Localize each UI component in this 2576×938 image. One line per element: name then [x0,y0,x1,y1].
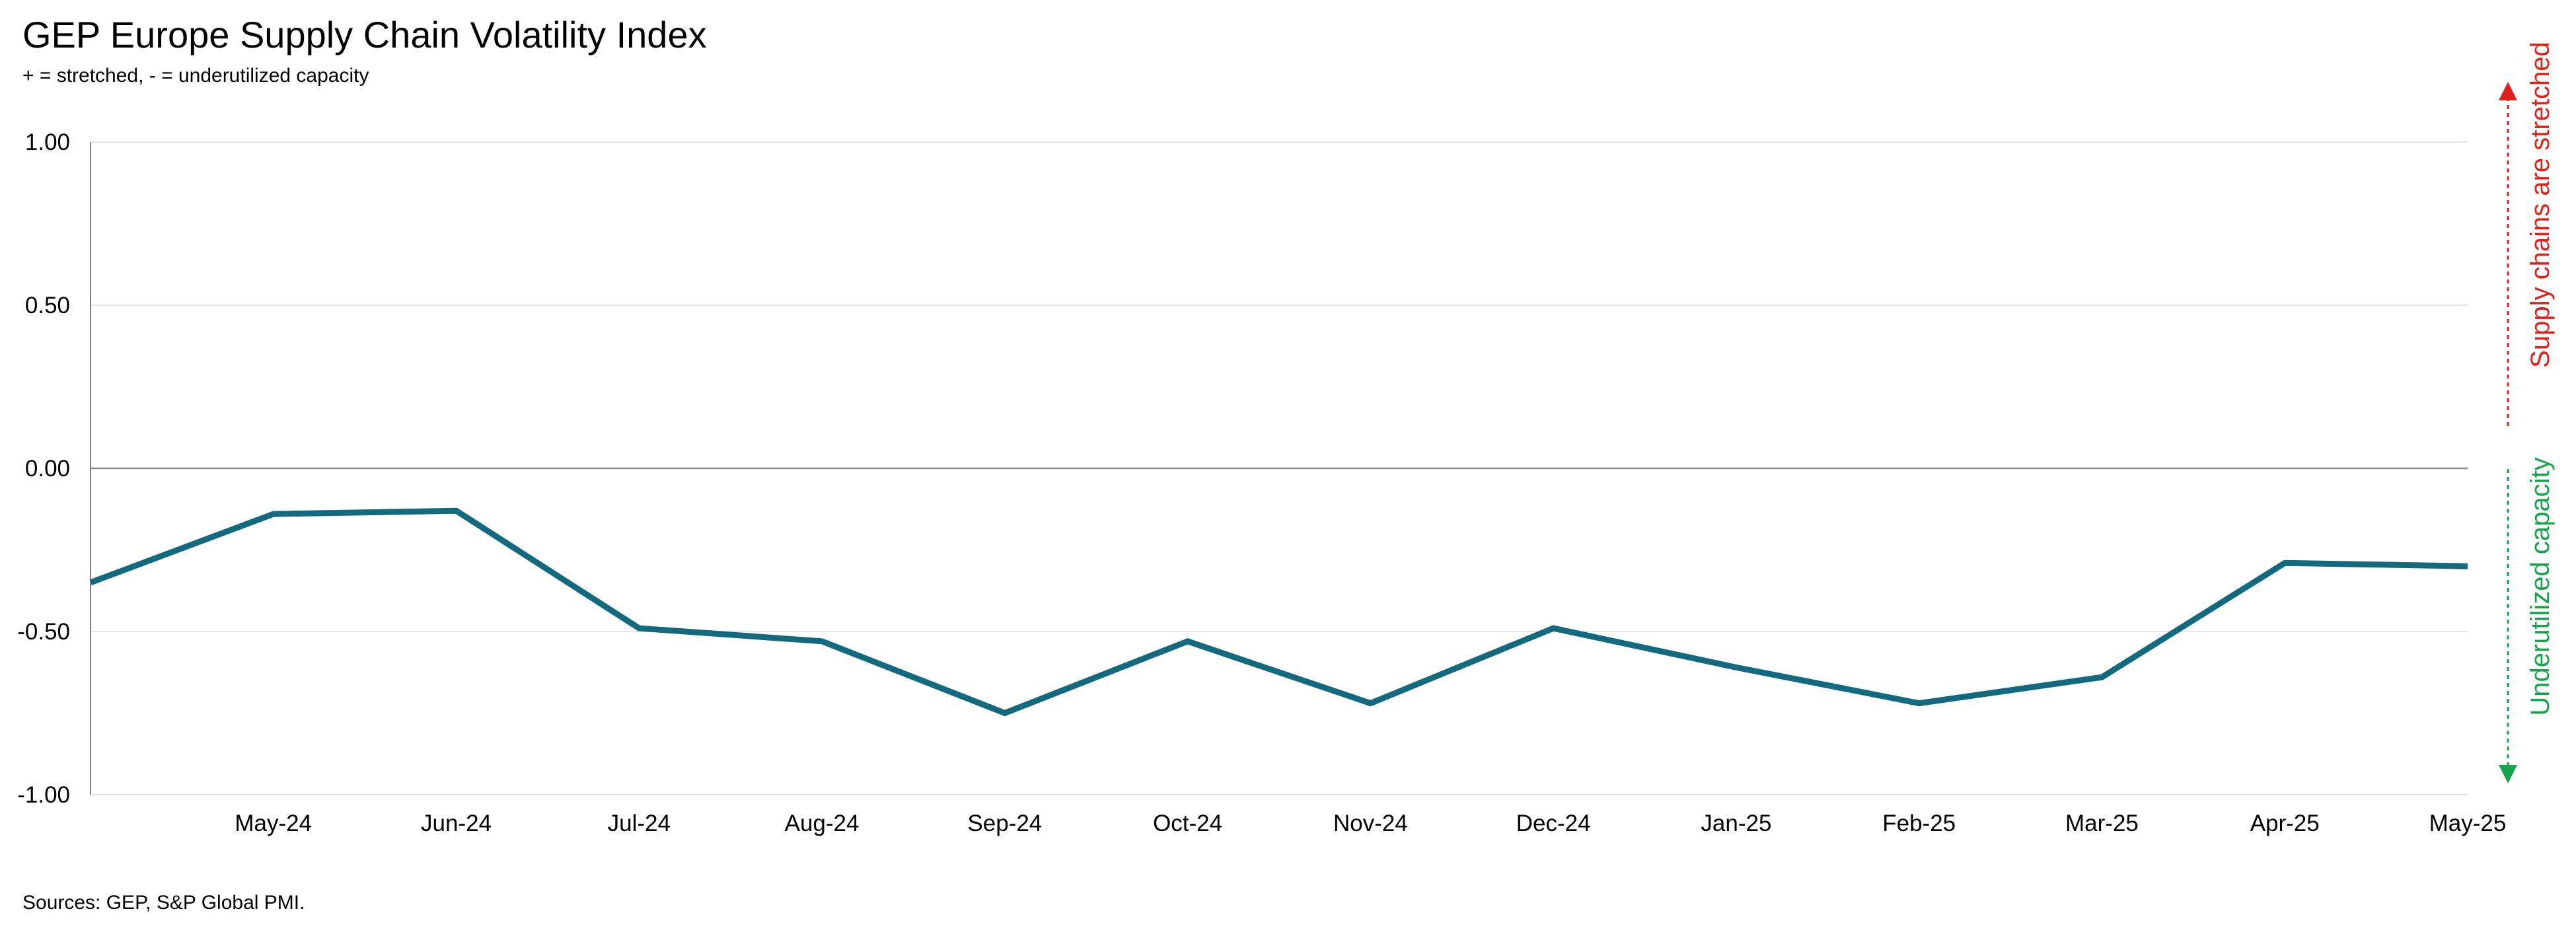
x-tick-label: Jul-24 [608,811,671,836]
x-tick-label: Jan-25 [1701,811,1771,836]
x-tick-label: Oct-24 [1153,811,1222,836]
chart-subtitle: + = stretched, - = underutilized capacit… [22,65,369,87]
chart-title: GEP Europe Supply Chain Volatility Index [22,14,707,55]
x-tick-label: Apr-25 [2250,811,2320,836]
series-line [89,507,2468,716]
x-tick-label: Aug-24 [785,811,860,836]
y-tick-label: -0.50 [17,619,70,645]
x-tick-label: Sep-24 [967,811,1042,836]
underutilized-label: Underutilized capacity [2526,457,2555,715]
y-tick-label: -1.00 [17,782,70,808]
y-tick-label: 0.50 [25,293,70,318]
y-tick-labels: 1.00 0.50 0.00 -0.50 -1.00 [17,129,70,808]
down-arrow-icon [2499,765,2517,783]
x-tick-label: Nov-24 [1333,811,1408,836]
x-tick-label: Jun-24 [421,811,492,836]
x-tick-label: Dec-24 [1516,811,1591,836]
x-tick-label: May-25 [2429,811,2507,836]
grid-lines [91,141,2468,795]
up-arrow-icon [2499,82,2517,100]
series-group [89,507,2468,716]
source-note: Sources: GEP, S&P Global PMI. [22,892,305,914]
y-tick-label: 1.00 [25,129,70,155]
x-tick-label: Feb-25 [1882,811,1956,836]
x-tick-label: May-24 [235,811,312,836]
x-tick-labels: May-24 Jun-24 Jul-24 Aug-24 Sep-24 Oct-24 Nov-… [235,811,2506,836]
stretched-label: Supply chains are stretched [2526,42,2555,368]
x-tick-label: Mar-25 [2065,811,2139,836]
y-tick-label: 0.00 [25,456,70,482]
